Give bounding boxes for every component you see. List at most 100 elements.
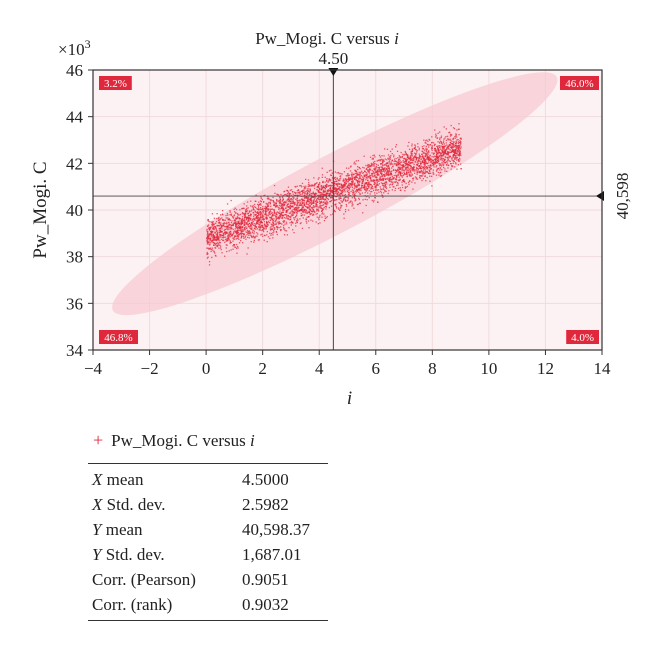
data-point [377,164,379,166]
data-point [259,200,262,202]
data-point [431,152,433,154]
data-point [265,224,267,226]
stat-value: 1,687.01 [242,544,302,564]
data-point [222,239,224,242]
data-point [433,152,435,154]
data-point [337,207,340,209]
data-point [209,234,212,236]
data-point [295,206,297,209]
data-point [288,227,290,229]
data-point [387,174,390,177]
data-point [385,190,387,193]
data-point [219,230,221,232]
data-point [334,187,336,189]
data-point [433,144,435,147]
data-point [316,204,318,206]
data-point [330,179,332,181]
data-point [256,215,258,217]
data-point [261,229,264,231]
data-point [425,142,427,144]
data-point [404,169,406,171]
data-point [428,146,430,148]
data-point [311,193,313,195]
data-point [439,169,441,171]
data-point [378,170,380,173]
data-point [313,193,315,195]
data-point [326,192,328,194]
data-point [250,200,252,202]
data-point [423,161,425,164]
data-point [356,172,358,174]
data-point [226,250,228,253]
data-point [378,154,381,157]
data-point [240,226,242,228]
data-point [213,217,215,219]
data-point [372,170,375,173]
data-point [292,206,294,208]
data-point [451,143,453,145]
data-point [458,150,460,153]
data-point [452,146,454,148]
data-point [231,234,233,237]
data-point [334,180,336,183]
data-point [241,216,244,218]
data-point [398,163,400,165]
data-point [274,205,276,207]
stat-value: 4.5000 [238,463,328,492]
data-point [345,187,347,189]
data-point [360,175,363,177]
data-point [396,174,398,176]
data-point [303,202,306,204]
data-point [322,180,324,183]
data-point [452,127,455,129]
data-point [404,159,407,161]
data-point [319,182,321,184]
data-point [253,237,255,239]
data-point [449,141,452,144]
data-point [375,185,377,187]
data-point [309,194,311,196]
data-point [243,224,245,227]
data-point [209,227,211,229]
data-point [359,172,361,174]
data-point [256,215,258,217]
data-point [357,179,359,182]
data-point [416,157,418,159]
data-point [354,198,357,200]
quadrant-badge-top-left-bg [99,76,132,90]
data-point [307,190,309,192]
x-tick-label: 14 [594,359,612,378]
data-point [351,181,353,184]
data-point [357,189,359,191]
data-point [367,169,370,171]
data-point [429,164,431,166]
data-point [218,222,221,224]
data-point [247,225,249,227]
data-point [444,159,446,161]
data-point [359,174,361,176]
data-point [302,196,304,198]
data-point [439,165,441,167]
data-point [276,217,278,219]
data-point [404,150,406,153]
data-point [251,220,253,222]
data-point [355,178,357,181]
data-point [236,232,239,235]
data-point [246,253,248,255]
data-point [300,193,302,195]
data-point [347,178,349,180]
data-point [282,206,284,209]
data-point [326,171,328,173]
data-point [443,126,445,128]
data-point [384,183,386,186]
data-point [234,228,236,230]
data-point [339,194,341,196]
data-point [326,201,328,203]
data-point [215,229,217,231]
data-point [232,224,234,226]
data-point [216,230,218,233]
data-point [246,201,249,203]
data-point [336,182,338,185]
data-point [376,178,378,181]
data-point [299,201,301,203]
